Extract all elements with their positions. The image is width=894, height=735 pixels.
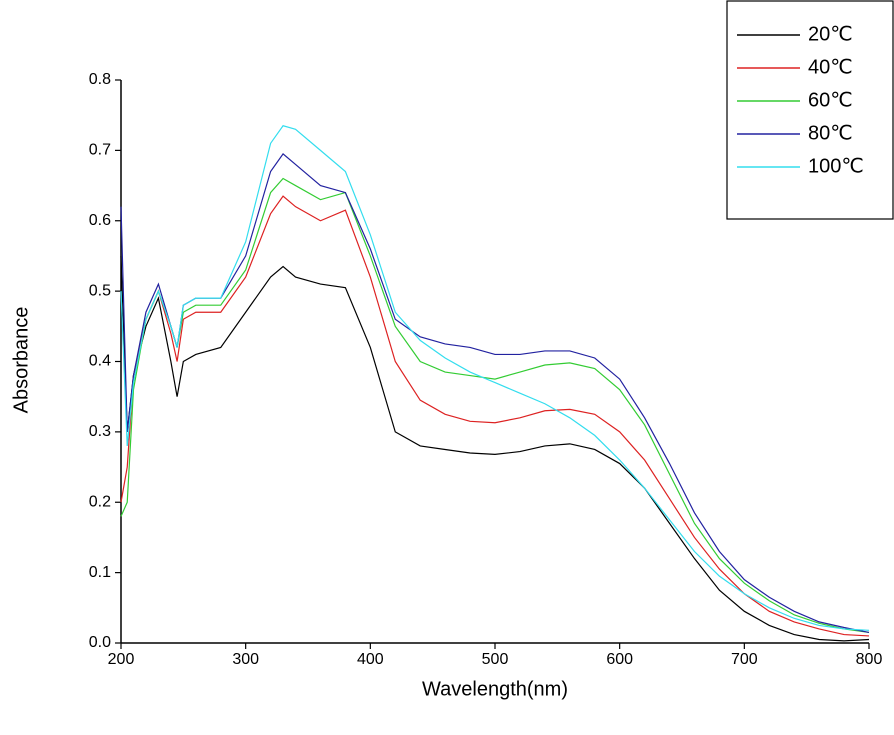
x-tick-label: 400 (357, 651, 384, 668)
series-line (120, 153, 870, 634)
x-tick-label: 600 (606, 651, 633, 668)
x-tick-label: 800 (856, 651, 883, 668)
y-axis-title: Absorbance (10, 307, 32, 414)
legend-label: 100℃ (808, 155, 864, 177)
y-tick-label: 0.7 (89, 142, 111, 159)
y-tick-label: 0.8 (89, 71, 111, 88)
series-line (120, 255, 870, 642)
y-tick-label: 0.2 (89, 493, 111, 510)
y-tick-label: 0.3 (89, 423, 111, 440)
y-tick-label: 0.5 (89, 282, 111, 299)
series-line (120, 125, 870, 631)
series-line (120, 195, 870, 637)
legend-box (726, 0, 894, 220)
y-tick-label: 0.6 (89, 212, 111, 229)
legend-label: 60℃ (808, 89, 853, 111)
legend-label: 40℃ (808, 56, 853, 78)
x-tick-label: 300 (232, 651, 259, 668)
x-axis-title: Wavelength(nm) (422, 678, 568, 700)
x-tick-label: 200 (108, 651, 135, 668)
y-tick-label: 0.1 (89, 564, 111, 581)
x-tick-label: 700 (731, 651, 758, 668)
legend-label: 80℃ (808, 122, 853, 144)
legend-label: 20℃ (808, 23, 853, 45)
y-tick-label: 0.4 (89, 353, 111, 370)
x-tick-label: 500 (482, 651, 509, 668)
y-tick-label: 0.0 (89, 634, 111, 651)
series-line (120, 177, 870, 634)
